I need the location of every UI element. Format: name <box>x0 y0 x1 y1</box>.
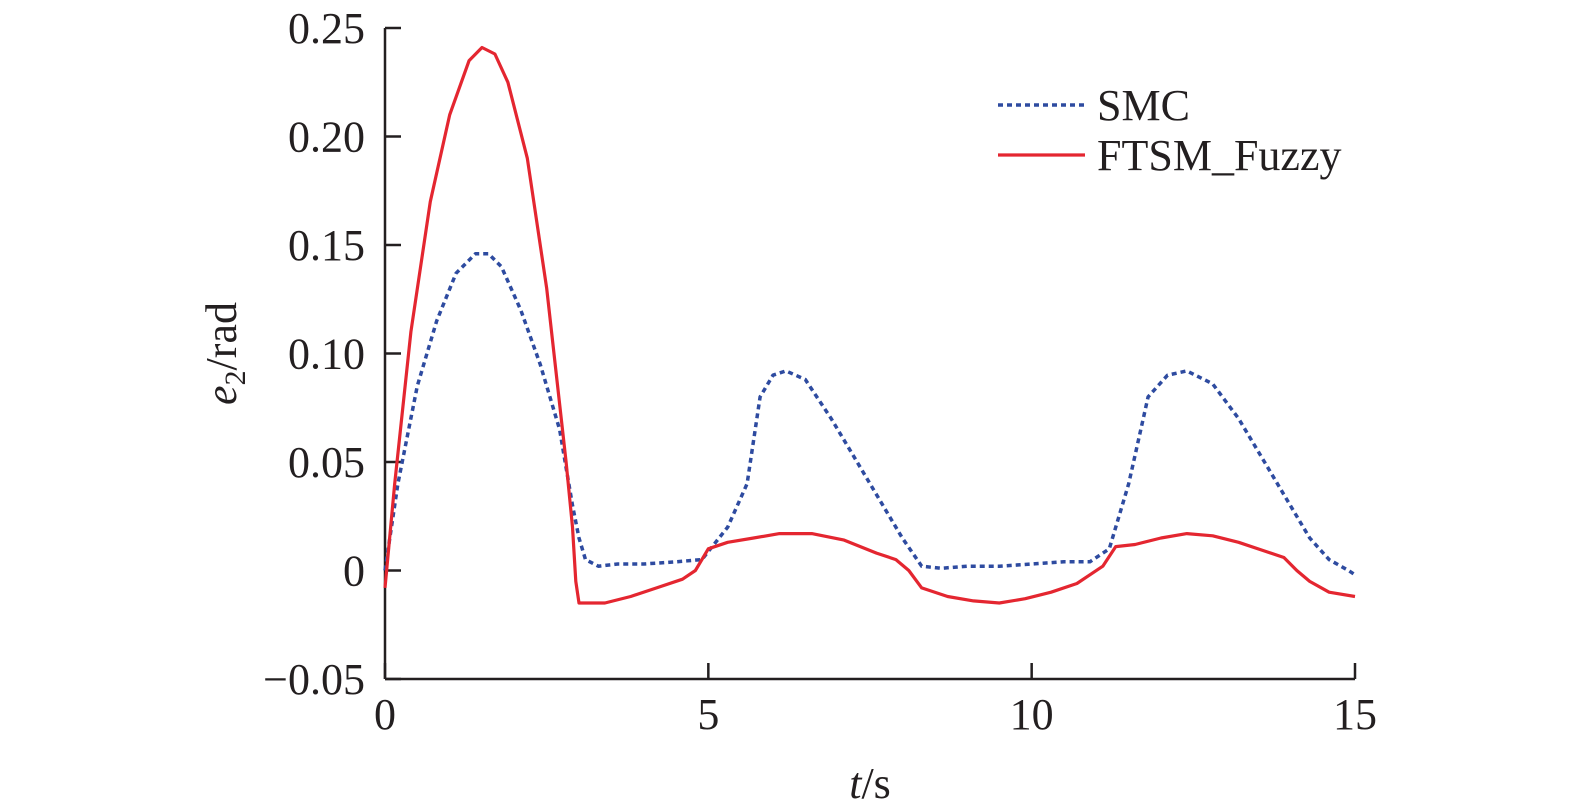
y-axis-label: e2/rad <box>197 302 252 405</box>
y-tick-label: 0.20 <box>288 113 365 162</box>
x-tick-label: 10 <box>1010 690 1054 739</box>
y-axis-label-unit: /rad <box>197 302 246 370</box>
x-tick-label: 15 <box>1333 690 1377 739</box>
x-axis-label-unit: /s <box>861 759 890 808</box>
series-lines <box>383 45 1356 605</box>
y-tick-label: 0.05 <box>288 438 365 487</box>
legend-label-smc: SMC <box>1097 81 1190 130</box>
y-tick-label: 0.25 <box>288 4 365 53</box>
x-axis-ticks: 0 5 10 15 <box>374 663 1377 739</box>
legend-label-ftsm-fuzzy: FTSM_Fuzzy <box>1097 131 1341 180</box>
y-tick-label: −0.05 <box>263 655 365 704</box>
y-axis-ticks: −0.05 0 0.05 0.10 0.15 0.20 0.25 <box>263 4 401 704</box>
y-tick-label: 0.15 <box>288 221 365 270</box>
x-axis-label: t/s <box>849 759 891 808</box>
x-tick-label: 0 <box>374 690 396 739</box>
y-axis-label-subscript: 2 <box>219 370 252 385</box>
x-tick-label: 5 <box>697 690 719 739</box>
legend: SMC FTSM_Fuzzy <box>998 81 1341 180</box>
series-line-ftsm-fuzzy <box>383 45 1356 605</box>
x-axis-label-italic: t <box>849 759 863 808</box>
series-line-smc <box>383 251 1356 577</box>
y-tick-label: 0.10 <box>288 330 365 379</box>
y-axis-label-italic: e <box>197 385 246 405</box>
y-tick-label: 0 <box>343 547 365 596</box>
